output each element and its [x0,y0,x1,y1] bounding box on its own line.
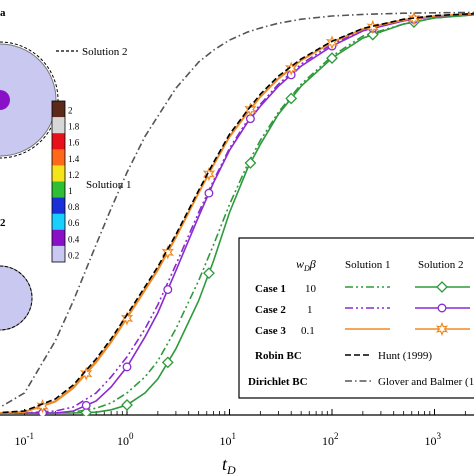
series-marker-c1s2 [121,399,133,411]
x-axis-label-main: t [222,454,228,474]
legend-header-solution1: Solution 1 [345,259,391,271]
colorbar-swatch [52,181,65,198]
legend-sample-marker [437,303,447,313]
legend-sample-marker [435,321,449,337]
series-marker-c1s2 [203,267,215,280]
series-line-c2s1 [0,12,474,414]
colorbar-swatch [52,133,65,150]
series-marker-c2s2 [81,400,91,410]
legend-header-param: wDβ [296,257,316,273]
x-tick-label-exp: 1 [232,431,237,441]
colorbar-tick-label: 1 [68,186,73,196]
legend-dirichlet-ref: Glover and Balmer (19 [378,376,474,388]
legend-dirichlet-label: Dirichlet BC [248,376,308,388]
x-axis-label: tD [222,454,236,474]
colorbar-swatch [52,213,65,231]
colorbar-frame [51,100,66,263]
colorbar-tick-label: 2 [68,106,73,116]
series-marker-c3s2 [80,366,93,381]
colorbar-tick-label: 0.8 [68,202,80,212]
inset-panel: a 2 Solution 2 Solution 1 2 1.8 1.6 1.4 1.2 1… [0,7,132,331]
colorbar: 2 1.8 1.6 1.4 1.2 1 0.8 0.6 0.4 0.2 [51,100,80,263]
series-marker-c2s2 [163,285,173,295]
colorbar-swatch [52,165,65,182]
legend-header-param-sub: D [303,264,310,273]
legend-box [238,237,474,399]
x-tick-label-exp: 0 [129,431,134,441]
series-marker-c3s2 [244,102,257,117]
series-marker-c1s2 [285,92,298,105]
x-tick-label-base: 10 [322,434,334,448]
series-marker-c2s2 [204,188,214,198]
series-marker-c3s2 [36,398,49,414]
inset-disk-bottom [0,265,33,331]
colorbar-tick-label: 0.4 [68,234,80,244]
series-marker-c3s2 [161,245,174,260]
legend-case1-label: Case 1 [255,283,286,295]
colorbar-tick-label: 0.6 [68,218,80,228]
colorbar-swatch [52,117,65,134]
series-line-robin [0,12,474,414]
legend-case1-value: 10 [305,283,317,295]
legend-header-param-beta: β [309,257,316,271]
legend-header-solution2: Solution 2 [418,259,464,271]
series-marker-c3s2 [285,61,298,76]
colorbar-tick-label: 0.2 [68,250,79,260]
colorbar-tick-label: 1.6 [68,138,80,148]
x-tick-label-base: 10 [15,434,27,448]
colorbar-swatch [52,245,65,263]
legend-header-param-w: w [296,257,304,271]
inset-solution2-boundary [0,41,59,159]
legend-sample-marker [436,281,448,293]
legend-robin-ref: Hunt (1999) [378,350,432,362]
legend-case3-label: Case 3 [255,325,286,337]
legend-case2-value: 1 [307,304,313,316]
colorbar-tick-label: 1.8 [68,122,80,132]
x-tick-label-base: 10 [425,434,437,448]
colorbar-swatch [52,101,65,118]
legend-robin-label: Robin BC [255,350,302,362]
x-tick-label: 100 [117,431,134,448]
inset-solution1-label: Solution 1 [86,179,132,191]
colorbar-swatch [52,197,65,214]
legend-samples [345,281,470,382]
x-tick-label-exp: 3 [437,431,442,441]
series-marker-c3s2 [202,166,216,182]
x-axis-label-sub: D [226,463,236,474]
series-line-dirichlet [0,11,474,409]
inset-disk-bottom-boundary [0,265,33,331]
x-tick-label: 103 [425,431,442,448]
colorbar-tick-label: 1.2 [68,170,79,180]
series-marker-c2s2 [122,362,132,372]
series-marker-c3s2 [120,311,134,326]
series-marker-c1s2 [326,52,338,65]
x-tick-label-exp: 2 [334,431,339,441]
inset-label-top: a [0,7,6,19]
colorbar-tick-label: 1.4 [68,154,80,164]
x-tick-label-exp: -1 [27,431,35,441]
x-tick-label-base: 10 [117,434,129,448]
series-marker-c1s2 [244,157,257,169]
colorbar-swatch [52,229,65,247]
series-layer [0,11,474,416]
series-marker-c3s2 [325,35,339,50]
inset-disk-top [0,43,57,157]
legend-case3-value: 0.1 [301,325,315,337]
x-tick-label: 101 [220,431,237,448]
series-marker-c1s2 [161,356,174,369]
series-marker-c1s2 [80,406,93,416]
series-marker-c1s2 [366,28,379,41]
inset-disk-top-core [0,90,10,110]
legend-case2-label: Case 2 [255,304,286,316]
colorbar-swatch [52,149,65,166]
inset-label-mid: 2 [0,217,6,229]
x-tick-label: 102 [322,431,339,448]
x-tick-label: 10-1 [15,431,35,448]
x-tick-label-base: 10 [220,434,232,448]
legend-table: wDβ Solution 1 Solution 2 Case 1 10 Case… [238,237,474,399]
inset-solution2-label: Solution 2 [82,46,128,58]
series-marker-c3s2 [366,19,379,35]
